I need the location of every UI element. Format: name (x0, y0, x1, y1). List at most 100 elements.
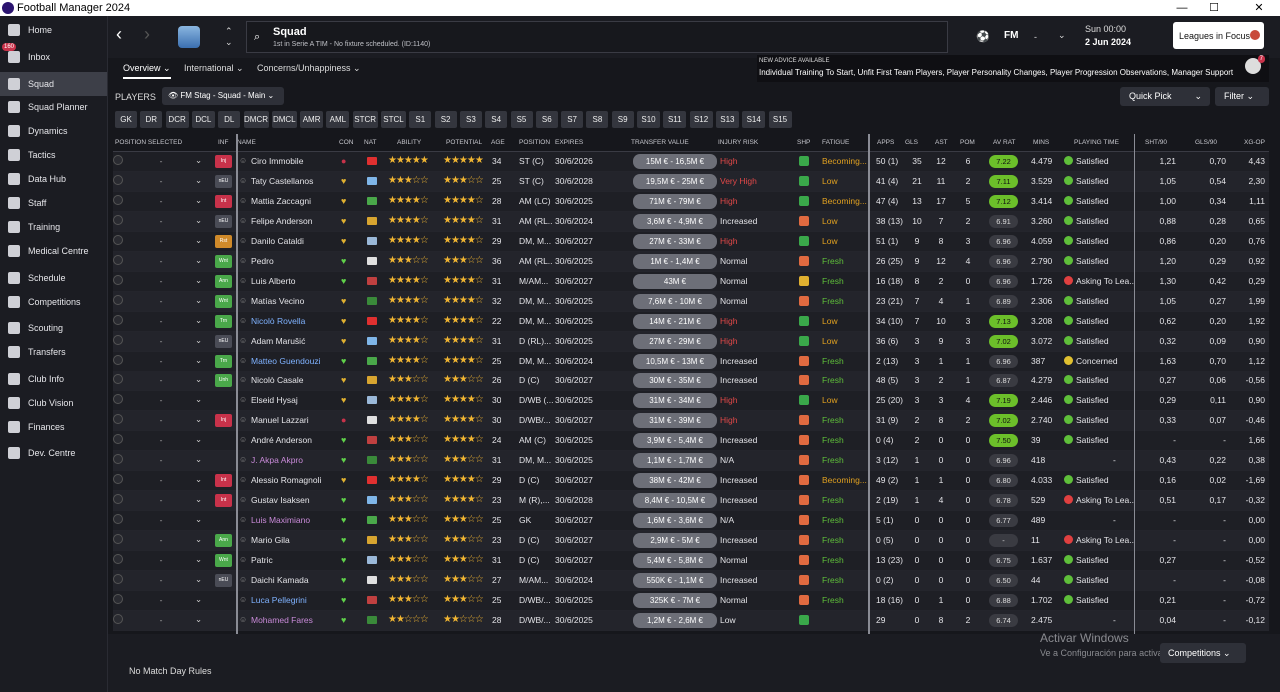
sidebar-item-schedule[interactable]: Schedule (0, 266, 107, 290)
transfer-value[interactable]: 14M € - 21M € (633, 313, 717, 329)
position-selected[interactable]: - (159, 355, 163, 366)
row-select-toggle[interactable] (113, 274, 123, 285)
row-select-toggle[interactable] (113, 194, 123, 205)
player-name[interactable]: Elseid Hysaj (251, 395, 298, 406)
position-selected[interactable]: - (159, 375, 163, 386)
position-button-s12[interactable]: S12 (689, 111, 713, 128)
col-con[interactable]: CON (339, 139, 354, 146)
advice-panel[interactable]: NEW ADVICE AVAILABLE Individual Training… (757, 55, 1269, 82)
row-select-toggle[interactable] (113, 454, 123, 465)
player-name[interactable]: Patric (251, 555, 273, 565)
transfer-value[interactable]: 15M € - 16,5M € (633, 154, 717, 169)
position-dropdown-icon[interactable]: ⌄ (195, 314, 203, 325)
position-dropdown-icon[interactable]: ⌄ (195, 194, 203, 205)
player-name[interactable]: Luis Maximiano (251, 515, 311, 526)
tab-international[interactable]: International ⌄ (184, 63, 244, 73)
table-row[interactable]: - ⌄ Unh ☺ Nicolò Casale ♥ ★★★☆☆ ★★★☆☆ 26 D (C) 30/… (113, 371, 1269, 392)
position-button-s4[interactable]: S4 (485, 111, 508, 128)
position-dropdown-icon[interactable]: ⌄ (195, 254, 203, 265)
position-selected[interactable]: - (159, 175, 163, 186)
row-select-toggle[interactable] (113, 314, 123, 325)
player-name[interactable]: Daichi Kamada (251, 574, 309, 585)
table-row[interactable]: - ⌄ ☺ Luis Maximiano ♥ ★★★☆☆ ★★★☆☆ 25 GK 30/6/202… (113, 511, 1269, 532)
position-button-dmcl[interactable]: DMCL (271, 111, 297, 128)
table-row[interactable]: - ⌄ Trn ☺ Matteo Guendouzi ♥ ★★★★☆ ★★★★☆ 25 DM, M… (113, 351, 1269, 372)
player-name[interactable]: Mohamed Fares (251, 614, 313, 625)
transfer-value[interactable]: 1,2M € - 2,6M € (633, 612, 717, 628)
transfer-value[interactable]: 1M € - 1,4M € (633, 253, 717, 269)
col-expires[interactable]: EXPIRES (555, 139, 584, 146)
col-gls90[interactable]: GLS/90 (1195, 139, 1218, 146)
position-button-s8[interactable]: S8 (586, 111, 609, 128)
sidebar-item-tactics[interactable]: Tactics (0, 143, 107, 167)
sidebar-item-squad-planner[interactable]: Squad Planner (0, 95, 107, 119)
assistant-avatar[interactable] (1245, 58, 1261, 74)
table-row[interactable]: - ⌄ Trn ☺ Nicolò Rovella ♥ ★★★★☆ ★★★★☆ 22 DM, M..… (113, 311, 1269, 332)
table-row[interactable]: - ⌄ Rst ☺ Danilo Cataldi ♥ ★★★★☆ ★★★★☆ 29 DM, M..… (113, 231, 1269, 252)
player-name[interactable]: Luca Pellegrini (251, 594, 307, 605)
position-selected[interactable]: - (159, 574, 163, 585)
position-dropdown-icon[interactable]: ⌄ (195, 354, 203, 365)
transfer-value[interactable]: 38M € - 42M € (633, 473, 717, 489)
sidebar-item-scouting[interactable]: Scouting (0, 316, 107, 340)
position-dropdown-icon[interactable]: ⌄ (195, 414, 203, 425)
table-row[interactable]: - ⌄ ☺ Elseid Hysaj ♥ ★★★★☆ ★★★★☆ 30 D/WB (... 30/… (113, 391, 1269, 412)
position-dropdown-icon[interactable]: ⌄ (195, 494, 203, 505)
col-nat[interactable]: NAT (364, 139, 377, 146)
position-dropdown-icon[interactable]: ⌄ (195, 374, 203, 385)
position-dropdown-icon[interactable]: ⌄ (195, 554, 203, 564)
sidebar-item-home[interactable]: Home (0, 18, 107, 42)
position-dropdown-icon[interactable]: ⌄ (195, 534, 203, 545)
position-dropdown-icon[interactable]: ⌄ (195, 573, 203, 584)
position-button-s5[interactable]: S5 (510, 111, 533, 128)
row-select-toggle[interactable] (113, 214, 123, 225)
sidebar-item-squad[interactable]: Squad (0, 72, 107, 96)
position-dropdown-icon[interactable]: ⌄ (195, 593, 203, 604)
position-selected[interactable]: - (159, 255, 163, 266)
transfer-value[interactable]: 30M € - 35M € (633, 373, 717, 389)
sidebar-item-dynamics[interactable]: Dynamics (0, 119, 107, 143)
sidebar-item-club-info[interactable]: Club Info (0, 367, 107, 391)
position-dropdown-icon[interactable]: ⌄ (195, 334, 203, 345)
sidebar-item-inbox[interactable]: Inbox 160 (0, 43, 107, 69)
position-selected[interactable]: - (159, 495, 163, 506)
transfer-value[interactable]: 31M € - 39M € (633, 413, 717, 429)
player-name[interactable]: Danilo Cataldi (251, 235, 304, 246)
col-ast[interactable]: AST (935, 139, 948, 146)
table-row[interactable]: - ⌄ nEU ☺ Felipe Anderson ♥ ★★★★☆ ★★★★☆ 31 AM (RL… (113, 211, 1269, 232)
row-select-toggle[interactable] (113, 613, 123, 624)
table-row[interactable]: - ⌄ Inj ☺ Ciro Immobile ● ★★★★★ ★★★★★ 34 ST (C) 30… (113, 152, 1269, 172)
transfer-value[interactable]: 325K € - 7M € (633, 592, 717, 608)
row-select-toggle[interactable] (113, 334, 123, 345)
table-row[interactable]: - ⌄ Wnt ☺ Pedro ♥ ★★★☆☆ ★★★☆☆ 36 AM (RL... 30/6/20… (113, 251, 1269, 272)
position-button-dmcr[interactable]: DMCR (243, 111, 269, 128)
position-dropdown-icon[interactable]: ⌄ (195, 474, 203, 485)
player-name[interactable]: Felipe Anderson (251, 215, 313, 226)
position-dropdown-icon[interactable]: ⌄ (195, 174, 203, 185)
position-button-s15[interactable]: S15 (768, 111, 792, 128)
position-button-dcl[interactable]: DCL (191, 111, 215, 128)
position-dropdown-icon[interactable]: ⌄ (195, 454, 203, 465)
row-select-toggle[interactable] (113, 234, 123, 245)
col-age[interactable]: AGE (491, 139, 505, 146)
col-potential[interactable]: POTENTIAL (446, 139, 483, 146)
transfer-value[interactable]: 27M € - 33M € (633, 233, 717, 249)
position-selected[interactable]: - (159, 535, 163, 546)
position-selected[interactable]: - (159, 515, 163, 526)
sidebar-item-competitions[interactable]: Competitions (0, 290, 107, 314)
player-name[interactable]: Pedro (251, 255, 274, 266)
position-dropdown-icon[interactable]: ⌄ (195, 514, 203, 525)
row-select-toggle[interactable] (113, 374, 123, 385)
transfer-value[interactable]: 31M € - 34M € (633, 393, 717, 409)
position-selected[interactable]: - (159, 594, 163, 605)
col-xgop[interactable]: XG-OP (1244, 139, 1265, 146)
transfer-value[interactable]: 3,9M € - 5,4M € (633, 433, 717, 449)
player-name[interactable]: Manuel Lazzari (251, 415, 309, 426)
col-playing-time[interactable]: PLAYING TIME (1074, 139, 1119, 146)
table-row[interactable]: - ⌄ ☺ Luca Pellegrini ♥ ★★★☆☆ ★★★☆☆ 25 D/WB/... 3… (113, 590, 1269, 611)
sidebar-item-club-vision[interactable]: Club Vision (0, 391, 107, 415)
position-selected[interactable]: - (159, 475, 163, 486)
table-row[interactable]: - ⌄ ☺ J. Akpa Akpro ♥ ★★★☆☆ ★★★☆☆ 31 DM, M... 30/… (113, 451, 1269, 472)
player-name[interactable]: Nicolò Rovella (251, 315, 306, 326)
row-select-toggle[interactable] (113, 494, 123, 505)
